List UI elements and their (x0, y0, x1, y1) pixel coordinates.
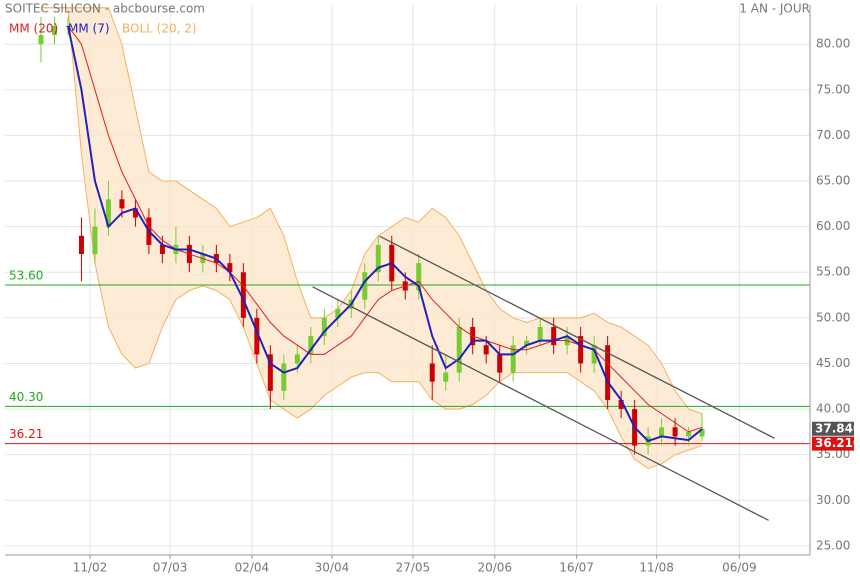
y-tick-label: 75.00 (816, 82, 850, 96)
chart-title: SOITEC SILICON - abcbourse.com (5, 2, 205, 16)
candle-body (551, 326, 557, 346)
label-layer: SOITEC SILICON - abcbourse.com 1 AN - JO… (5, 2, 860, 575)
candle-body (497, 354, 503, 373)
candle-body (510, 345, 516, 373)
candle-body (591, 345, 597, 364)
y-tick-label: 55.00 (816, 265, 850, 279)
x-tick-label: 30/04 (315, 561, 350, 575)
candle-body (335, 308, 341, 318)
candle-body (443, 372, 449, 382)
candle-body (308, 336, 314, 355)
x-tick-label: 06/09 (722, 561, 757, 575)
last-price-box (812, 421, 854, 436)
candle-body (119, 199, 125, 209)
legend-entry: BOLL (20, 2) (122, 22, 197, 36)
candle-body (524, 340, 530, 346)
trend-line (312, 286, 769, 521)
candle-body (132, 208, 138, 218)
trend-line (379, 235, 775, 439)
candle-body (51, 25, 57, 36)
level-label: 36.21 (9, 427, 43, 441)
level-box-label: 36.210 (815, 436, 860, 450)
y-tick-label: 25.00 (816, 538, 850, 552)
x-tick-label: 11/02 (73, 561, 108, 575)
candle-body (416, 263, 422, 291)
x-tick-label: 16/07 (559, 561, 594, 575)
candle-body (105, 199, 111, 227)
y-tick-label: 40.00 (816, 402, 850, 416)
candle-body (605, 345, 611, 400)
level-box (812, 436, 854, 451)
x-tick-label: 02/04 (235, 561, 270, 575)
candle-body (429, 363, 435, 382)
candle-body (159, 244, 165, 255)
candle-body (38, 35, 44, 45)
candle-body (672, 427, 678, 437)
candle-body (686, 431, 692, 437)
x-tick-label: 20/06 (477, 561, 512, 575)
y-tick-label: 30.00 (816, 493, 850, 507)
y-tick-label: 35.00 (816, 447, 850, 461)
bollinger-area (40, 7, 703, 469)
y-tick-label: 60.00 (816, 219, 850, 233)
candle-body (456, 326, 462, 373)
candle-body (578, 336, 584, 364)
candle-body (699, 428, 705, 437)
candle-body (281, 363, 287, 391)
candle-body (659, 427, 665, 437)
x-tick-label: 11/08 (639, 561, 674, 575)
bollinger-lower (40, 7, 703, 469)
x-tick-label: 07/03 (153, 561, 188, 575)
candle-body (267, 354, 273, 391)
bollinger-layer (40, 7, 703, 469)
candle-body (321, 317, 327, 337)
bollinger-upper (40, 7, 703, 415)
candle-body (92, 226, 98, 255)
candle-body (254, 317, 260, 355)
candle-body (294, 354, 300, 364)
candle-body (240, 272, 246, 318)
line-layer (66, 25, 775, 521)
candle-body (227, 263, 233, 273)
moving-average (66, 25, 703, 443)
level-label: 53.60 (9, 269, 43, 283)
y-tick-label: 70.00 (816, 128, 850, 142)
y-tick-label: 45.00 (816, 356, 850, 370)
candle-body (362, 272, 368, 300)
candle-body (618, 399, 624, 410)
candle-body (537, 326, 543, 341)
y-tick-label: 50.00 (816, 310, 850, 324)
candle-body (483, 345, 489, 355)
y-tick-label: 80.00 (816, 37, 850, 51)
legend-entry: MM (7) (68, 22, 110, 36)
candle-body (375, 244, 381, 273)
y-tick-label: 65.00 (816, 174, 850, 188)
period-label: 1 AN - JOUR (739, 2, 810, 16)
candle-body (78, 235, 84, 255)
x-tick-label: 27/05 (396, 561, 431, 575)
legend-entry: MM (20) (9, 22, 58, 36)
last-price-label: 37.840 (815, 421, 860, 435)
level-label: 40.30 (9, 390, 43, 404)
